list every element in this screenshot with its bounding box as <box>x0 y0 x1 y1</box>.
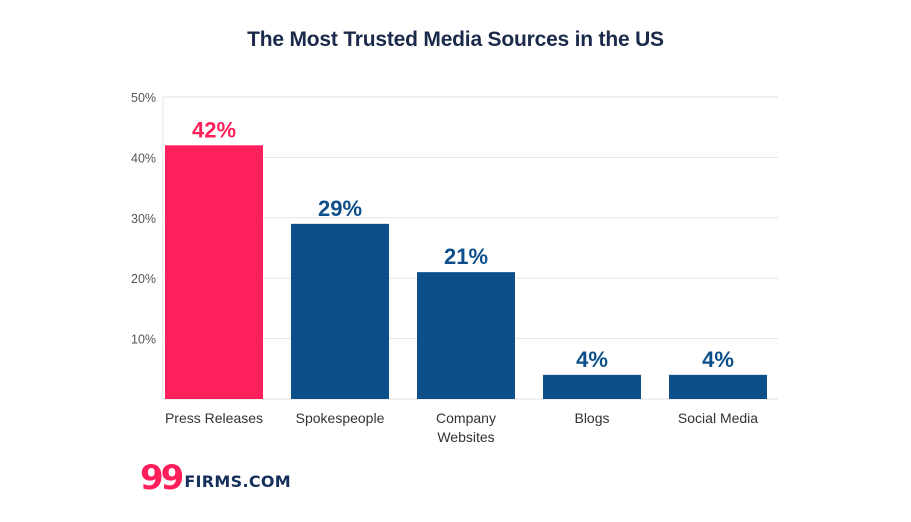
brand-logo: 99 FIRMS.COM <box>140 458 291 498</box>
x-category-label: Press Releases <box>165 410 263 426</box>
y-tick-label: 20% <box>131 272 156 286</box>
x-category-label: Social Media <box>678 410 758 426</box>
y-tick-label: 10% <box>131 333 156 347</box>
bar <box>291 223 389 399</box>
bar <box>165 145 263 399</box>
bar <box>543 374 641 399</box>
logo-text: FIRMS.COM <box>184 471 292 491</box>
y-tick-label: 50% <box>131 91 156 105</box>
chart-title: The Most Trusted Media Sources in the US <box>247 28 664 51</box>
bar-value-label: 21% <box>444 244 488 269</box>
x-category-label: Company <box>436 410 496 426</box>
bar-value-label: 42% <box>192 117 236 142</box>
y-tick-label: 40% <box>131 151 156 165</box>
bar-value-label: 4% <box>576 347 608 372</box>
bar <box>417 272 515 399</box>
x-category-label: Blogs <box>574 410 609 426</box>
x-category-label: Websites <box>437 429 494 445</box>
y-tick-label: 30% <box>131 212 156 226</box>
bar <box>669 374 767 399</box>
x-category-label: Spokespeople <box>296 410 385 426</box>
logo-mark: 99 <box>140 458 184 498</box>
bar-value-label: 4% <box>702 347 734 372</box>
bar-value-label: 29% <box>318 196 362 221</box>
